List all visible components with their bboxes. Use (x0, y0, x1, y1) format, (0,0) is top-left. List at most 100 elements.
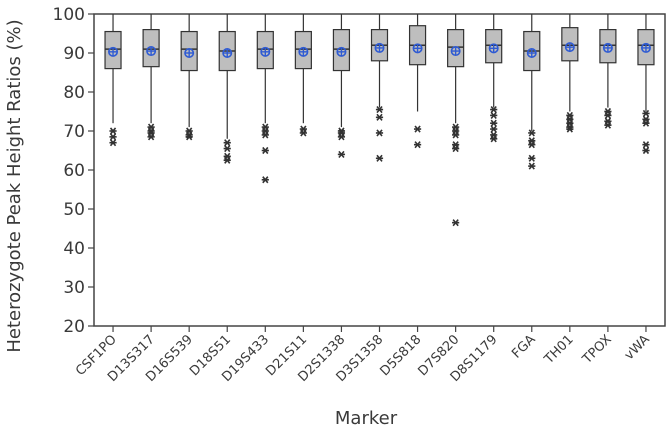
box-d8s1179 (485, 14, 503, 143)
outlier-stroke (338, 133, 345, 141)
outlier-point (528, 141, 536, 149)
outlier-stroke (262, 176, 269, 184)
box-d13s317 (142, 14, 160, 141)
outlier-point (375, 113, 384, 121)
outlier-stroke (490, 105, 497, 114)
outlier-point (604, 111, 612, 119)
x-tick-label: vWA (622, 332, 653, 363)
box-tpox (599, 14, 617, 129)
outlier-point (261, 131, 269, 139)
outlier-stroke (642, 119, 650, 127)
outlier-point (299, 129, 307, 137)
outlier-point (452, 127, 460, 135)
outlier-stroke (376, 154, 383, 162)
y-tick-label: 20 (63, 317, 85, 337)
outlier-point (642, 146, 650, 155)
outlier-point (261, 146, 269, 155)
outlier-stroke (224, 144, 231, 153)
y-tick-label: 50 (63, 200, 85, 220)
outlier-stroke (604, 111, 612, 119)
x-axis: CSF1POD13S317D16S539D18S51D19S433D21S11D… (73, 326, 653, 385)
outlier-point (185, 127, 193, 135)
box-vwa (637, 14, 655, 155)
outlier-point (604, 121, 612, 129)
outlier-stroke (452, 131, 459, 139)
outlier-stroke (147, 133, 155, 141)
box-series (104, 14, 655, 227)
outlier-stroke (376, 129, 383, 137)
outlier-point (375, 154, 384, 162)
box-fga (523, 14, 541, 170)
outlier-stroke (490, 119, 497, 127)
outlier-stroke (528, 162, 535, 170)
y-tick-label: 30 (63, 278, 85, 298)
y-tick-label: 70 (63, 122, 85, 142)
outlier-point (413, 141, 422, 149)
outlier-point (109, 139, 117, 147)
outlier-point (261, 176, 269, 184)
box-d21s11 (294, 14, 312, 137)
outlier-point (490, 111, 498, 119)
outlier-point (375, 129, 384, 137)
outlier-point (528, 137, 536, 145)
outlier-stroke (376, 105, 383, 114)
outlier-stroke (186, 133, 193, 141)
y-tick-label: 60 (63, 161, 85, 181)
outlier-point (642, 119, 650, 127)
outlier-point (490, 135, 498, 143)
outlier-point (413, 125, 422, 133)
outlier-stroke (452, 219, 459, 227)
outlier-point (642, 109, 650, 118)
box-d5s818 (408, 14, 427, 149)
x-tick-label: FGA (509, 332, 538, 361)
outlier-point (566, 125, 574, 133)
outlier-point (337, 133, 346, 141)
outlier-point (528, 129, 536, 137)
box-d3s1358 (370, 14, 389, 162)
y-axis-title: Heterozygote Peak Height Ratios (%) (4, 19, 25, 352)
outlier-point (452, 123, 460, 131)
outlier-point (566, 119, 574, 127)
box-d2s1338 (332, 14, 351, 158)
outlier-point (109, 127, 117, 135)
outlier-point (642, 115, 650, 123)
outlier-point (337, 150, 346, 158)
outlier-stroke (109, 127, 117, 135)
outlier-point (490, 105, 498, 114)
x-axis-title: Marker (335, 408, 398, 429)
outlier-stroke (376, 113, 383, 121)
outlier-point (261, 127, 269, 135)
x-tick-label: TH01 (541, 332, 577, 368)
outlier-stroke (642, 141, 650, 149)
outlier-point (147, 123, 155, 131)
outlier-stroke (490, 135, 497, 143)
outlier-stroke (604, 121, 612, 129)
outlier-point (490, 119, 498, 127)
box-d7s820 (447, 14, 465, 227)
y-tick-label: 40 (63, 239, 85, 259)
outlier-stroke (109, 133, 117, 141)
outlier-stroke (262, 146, 269, 155)
outlier-point (223, 139, 231, 147)
outlier-point (604, 117, 612, 125)
outlier-point (261, 123, 269, 131)
y-tick-label: 100 (53, 5, 85, 25)
outlier-point (147, 133, 155, 141)
outlier-point (223, 152, 231, 160)
box-d19s433 (256, 14, 274, 184)
outlier-stroke (414, 141, 421, 149)
outlier-point (452, 131, 460, 139)
outlier-stroke (109, 139, 117, 147)
outlier-point (375, 105, 384, 114)
outlier-point (642, 141, 650, 149)
outlier-point (452, 141, 460, 149)
outlier-stroke (414, 125, 421, 133)
outlier-stroke (642, 146, 650, 155)
outlier-stroke (528, 129, 535, 137)
box-d16s539 (180, 14, 198, 141)
outlier-point (490, 125, 498, 133)
x-tick-label: TPOX (579, 332, 614, 367)
box-th01 (561, 14, 579, 133)
outlier-point (604, 107, 612, 116)
outlier-stroke (490, 111, 497, 119)
